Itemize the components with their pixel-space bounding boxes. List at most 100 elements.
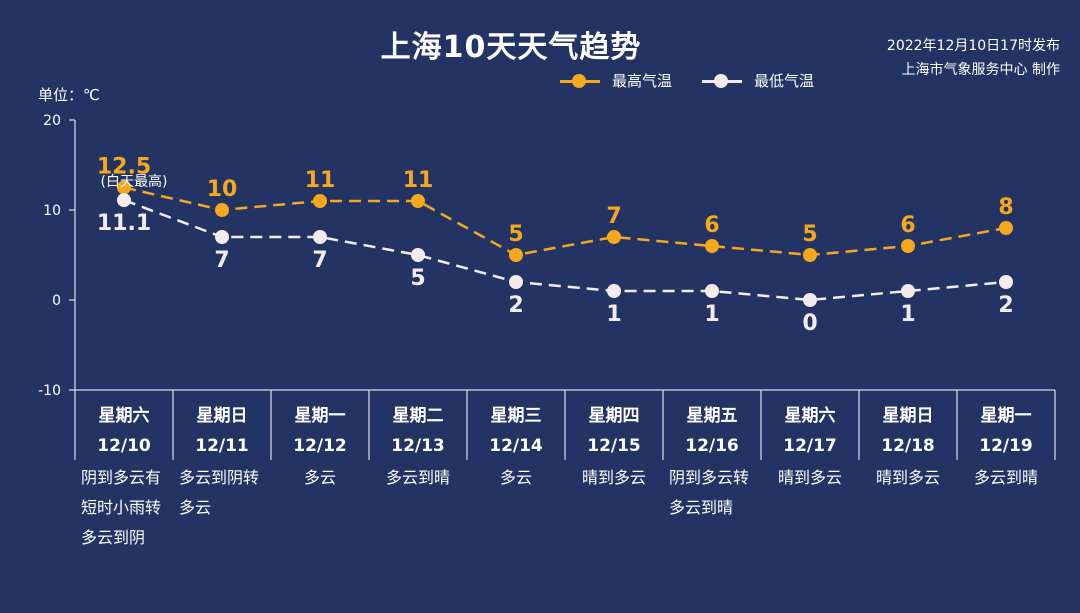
day-column: 星期日 12/11 <box>173 390 271 460</box>
high-temp-label: 6 <box>704 213 719 238</box>
weekday-label: 星期日 <box>196 406 248 426</box>
legend-low: 最低气温 <box>702 70 814 91</box>
low-temp-point <box>803 293 817 307</box>
day-column: 星期三 12/14 <box>467 390 565 460</box>
day-column: 星期六 12/17 <box>761 390 859 460</box>
low-temp-label: 1 <box>606 302 621 327</box>
low-temp-point <box>607 284 621 298</box>
high-temp-label: 8 <box>998 195 1013 220</box>
condition-line: 多云到阴转 <box>179 468 260 487</box>
condition-line: 晴到多云 <box>875 468 940 487</box>
date-label: 12/11 <box>195 436 249 456</box>
issued-by: 上海市气象服务中心 制作 <box>901 62 1060 78</box>
weather-condition: 多云 <box>467 463 565 493</box>
low-temp-point <box>999 275 1013 289</box>
low-temp-label: 2 <box>998 293 1013 318</box>
weekday-label: 星期六 <box>98 406 150 426</box>
low-temp-label: 1 <box>900 302 915 327</box>
weather-condition: 多云到晴 <box>957 463 1055 493</box>
date-label: 12/14 <box>489 436 543 456</box>
legend-high-swatch <box>560 73 600 88</box>
low-temp-label: 7 <box>312 248 327 273</box>
low-temp-label: 0 <box>802 311 817 336</box>
low-temp-label: 7 <box>214 248 229 273</box>
date-label: 12/10 <box>97 436 151 456</box>
date-label: 12/18 <box>881 436 935 456</box>
date-label: 12/12 <box>293 436 347 456</box>
high-temp-point <box>999 221 1013 235</box>
weather-condition: 晴到多云 <box>761 463 859 493</box>
weather-condition: 阴到多云转 多云到晴 <box>669 463 767 523</box>
date-label: 12/19 <box>979 436 1033 456</box>
weather-condition: 晴到多云 <box>565 463 663 493</box>
low-temp-label: 1 <box>704 302 719 327</box>
date-label: 12/13 <box>391 436 445 456</box>
weather-condition: 多云到阴转 多云 <box>179 463 277 523</box>
high-temp-label: 10 <box>207 177 238 202</box>
date-label: 12/15 <box>587 436 641 456</box>
legend-high-label: 最高气温 <box>612 72 673 90</box>
low-temp-point <box>901 284 915 298</box>
weekday-label: 星期五 <box>686 406 738 426</box>
high-temp-point <box>313 194 327 208</box>
condition-line: 多云 <box>499 468 532 487</box>
condition-line: 多云到阴 <box>81 528 146 547</box>
weather-condition: 多云到晴 <box>369 463 467 493</box>
day-column: 星期一 12/12 <box>271 390 369 460</box>
low-temp-point <box>509 275 523 289</box>
high-temp-label: 7 <box>606 204 621 229</box>
y-tick-label: 0 <box>52 293 61 309</box>
weather-condition: 多云 <box>271 463 369 493</box>
day-column: 星期四 12/15 <box>565 390 663 460</box>
day-column: 星期五 12/16 <box>663 390 761 460</box>
day-column: 星期二 12/13 <box>369 390 467 460</box>
condition-line: 晴到多云 <box>777 468 842 487</box>
high-temp-point <box>607 230 621 244</box>
high-temp-point <box>901 239 915 253</box>
annotation-daytime-high: (白天最高) <box>101 173 168 190</box>
low-temp-label: 5 <box>410 266 425 291</box>
condition-line: 多云到晴 <box>669 498 734 517</box>
weather-condition: 阴到多云有 短时小雨转 多云到阴 <box>81 463 179 553</box>
weekday-label: 星期三 <box>490 406 542 426</box>
condition-line: 多云到晴 <box>973 468 1038 487</box>
low-temp-point <box>705 284 719 298</box>
legend-high: 最高气温 <box>560 70 672 91</box>
weekday-label: 星期六 <box>784 406 836 426</box>
day-column: 星期一 12/19 <box>957 390 1055 460</box>
weekday-label: 星期二 <box>392 406 444 426</box>
high-temp-line <box>123 186 1007 257</box>
low-temp-label: 11.1 <box>97 211 151 236</box>
weekday-label: 星期四 <box>588 406 640 426</box>
unit-label: 单位：℃ <box>38 86 100 104</box>
day-column: 星期日 12/18 <box>859 390 957 460</box>
y-tick-label: 10 <box>43 203 61 219</box>
low-temp-point <box>117 193 131 208</box>
issue-info: 2022年12月10日17时发布 上海市气象服务中心 制作 <box>887 34 1060 82</box>
high-temp-label: 6 <box>900 213 915 238</box>
low-temp-label: 2 <box>508 293 523 318</box>
high-temp-point <box>705 239 719 253</box>
condition-line: 多云 <box>303 468 336 487</box>
issued-time: 2022年12月10日17时发布 <box>886 38 1060 54</box>
high-temp-point <box>803 248 817 262</box>
y-tick-label: -10 <box>38 383 61 399</box>
high-temp-point <box>117 180 131 195</box>
high-temp-label: 5 <box>508 222 523 247</box>
condition-line: 晴到多云 <box>581 468 646 487</box>
weekday-label: 星期一 <box>294 406 346 426</box>
weekday-label: 星期日 <box>882 406 934 426</box>
date-label: 12/17 <box>783 436 837 456</box>
condition-line: 阴到多云转 <box>669 468 750 487</box>
day-column: 星期六 12/10 <box>75 390 173 460</box>
condition-line: 多云 <box>179 498 212 517</box>
condition-line: 多云到晴 <box>385 468 450 487</box>
high-temp-label: 5 <box>802 222 817 247</box>
low-temp-point <box>313 230 327 244</box>
chart-legend: 最高气温 最低气温 <box>560 70 844 91</box>
high-temp-point <box>215 203 229 217</box>
high-temp-point <box>509 248 523 262</box>
high-temp-point <box>411 194 425 208</box>
legend-low-label: 最低气温 <box>754 72 815 90</box>
